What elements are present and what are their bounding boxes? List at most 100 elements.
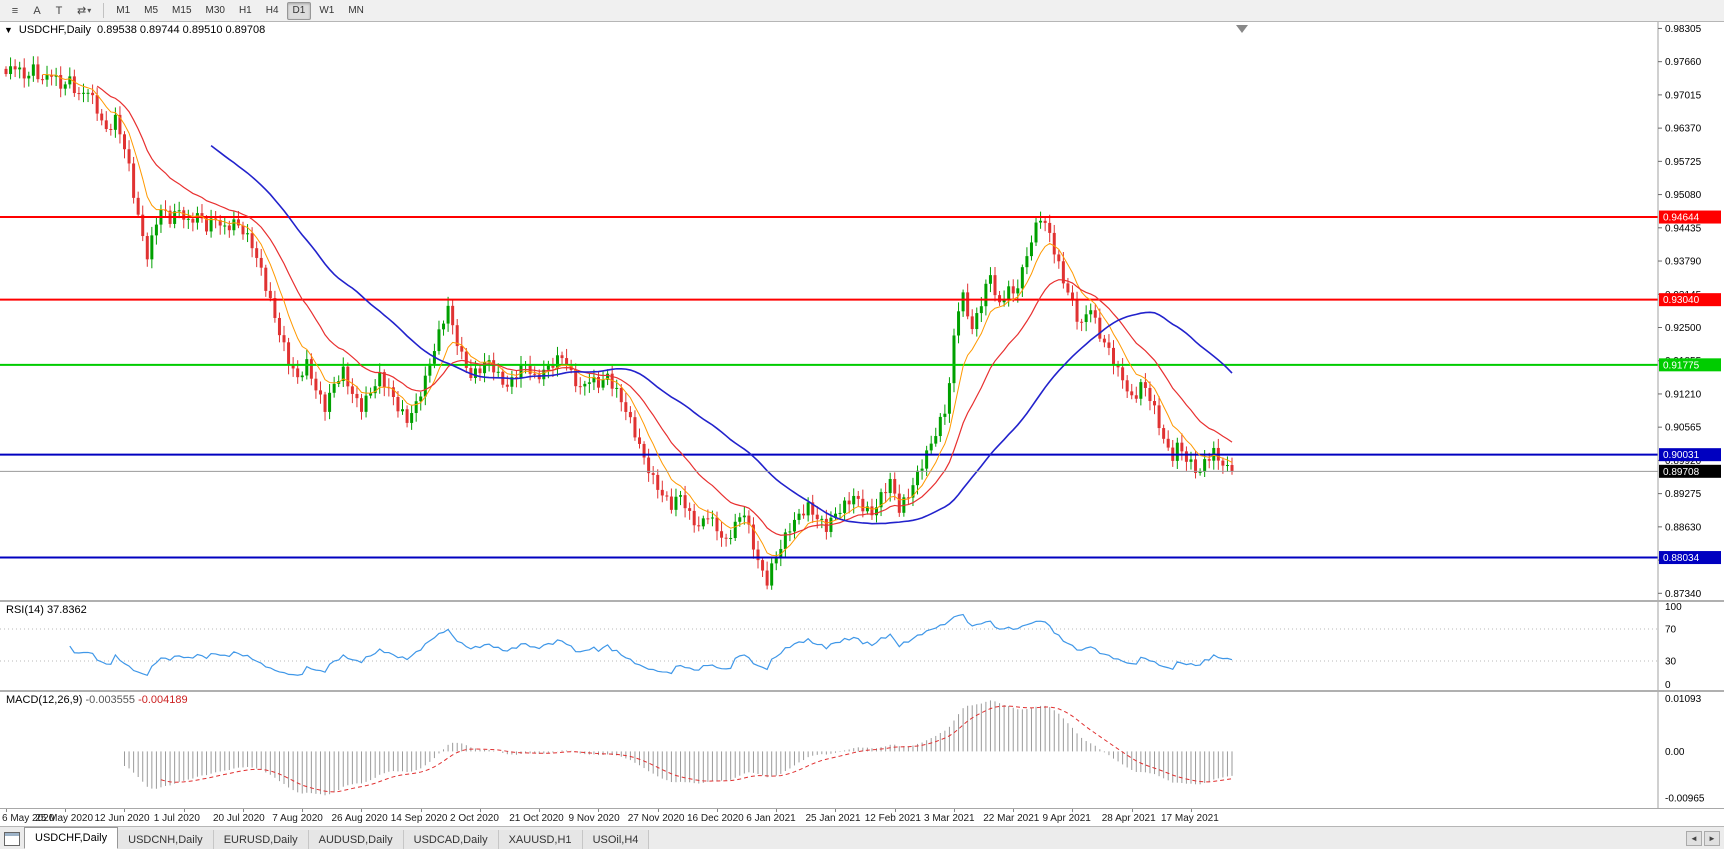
timeframe-w1-button[interactable]: W1 [319, 5, 335, 16]
svg-text:0.88630: 0.88630 [1665, 522, 1702, 533]
rsi-canvas[interactable]: 100 70 30 0 [0, 602, 1724, 690]
svg-text:0.01093: 0.01093 [1665, 694, 1702, 705]
tab-scroll-right-button[interactable]: ► [1704, 831, 1720, 846]
price-chart-pane[interactable]: ▼ USDCHF,Daily 0.89538 0.89744 0.89510 0… [0, 22, 1724, 600]
time-axis-tick [479, 809, 481, 812]
timeframe-d1-button[interactable]: D1 [286, 1, 312, 20]
time-axis-label: 27 Nov 2020 [627, 813, 685, 824]
svg-text:0: 0 [1665, 680, 1671, 690]
time-axis[interactable]: 6 May 2020 25 May 2020 12 Jun 2020 1 Jul 20… [0, 808, 1724, 826]
time-axis-label: 1 Jul 2020 [153, 813, 200, 824]
timeframe-m5-button[interactable]: M5 [144, 5, 159, 16]
macd-name: MACD(12,26,9) [6, 694, 83, 706]
svg-text:0.87340: 0.87340 [1665, 589, 1702, 600]
timeframe-toolbar: M1 M5 M15 M30 H1 H4 D1 W1 MN [109, 1, 371, 20]
svg-text:0.93040: 0.93040 [1663, 295, 1700, 306]
chart-tab-xauusd-h1[interactable]: XAUUSD,H1 [498, 830, 583, 849]
svg-text:0.90565: 0.90565 [1665, 423, 1702, 434]
time-axis-tick [776, 809, 778, 812]
chart-tabs: USDCHF,Daily USDCNH,Daily EURUSD,Daily AUDU… [24, 827, 650, 849]
time-axis-label: 12 Jun 2020 [94, 813, 150, 824]
tab-scroll-left-button[interactable]: ◄ [1686, 831, 1702, 846]
svg-text:0.89275: 0.89275 [1665, 489, 1702, 500]
time-axis-label: 6 May 2020 [2, 813, 55, 824]
time-axis-label: 20 Jul 2020 [212, 813, 265, 824]
svg-text:0.98305: 0.98305 [1665, 24, 1702, 35]
chart-symbol-title: USDCHF,Daily [18, 24, 92, 36]
time-axis-tick [1072, 809, 1074, 812]
toolbar: ≡ A T ⇄ ▾ M1 M5 M15 M30 H1 H4 D1 W1 MN [0, 0, 1724, 22]
time-axis-label: 28 Apr 2021 [1101, 813, 1156, 824]
chart-tab-audusd-daily[interactable]: AUDUSD,Daily [308, 830, 404, 849]
chart-tab-usdchf-daily[interactable]: USDCHF,Daily [24, 827, 119, 849]
timeframe-h4-button[interactable]: H4 [265, 5, 279, 16]
svg-text:0.91775: 0.91775 [1663, 360, 1700, 371]
tab-scroll-controls: ◄ ► [1686, 831, 1724, 849]
svg-text:0.97015: 0.97015 [1665, 90, 1702, 101]
timeframe-m15-button[interactable]: M15 [172, 5, 192, 16]
svg-text:0.92500: 0.92500 [1665, 323, 1702, 334]
time-axis-label: 3 Mar 2021 [923, 813, 975, 824]
chart-tab-eurusd-daily[interactable]: EURUSD,Daily [213, 830, 309, 849]
chart-tab-usdcad-daily[interactable]: USDCAD,Daily [403, 830, 499, 849]
timeframe-mn-button[interactable]: MN [348, 5, 364, 16]
toolbar-icons: ≡ A T ⇄ ▾ [4, 2, 98, 20]
timeframe-h1-button[interactable]: H1 [238, 5, 252, 16]
time-axis-tick [716, 809, 718, 812]
time-axis-tick [6, 809, 7, 812]
macd-main-value: -0.003555 [85, 694, 136, 706]
time-axis-tick [539, 809, 541, 812]
time-axis-tick [65, 809, 67, 812]
svg-text:0.88034: 0.88034 [1663, 553, 1700, 564]
window-icon[interactable] [4, 832, 20, 846]
time-axis-label: 25 Jan 2021 [805, 813, 861, 824]
time-axis-label: 12 Feb 2021 [864, 813, 921, 824]
price-chart-canvas[interactable]: 0.98305 0.97660 0.97015 0.96370 0.95725 0.950… [0, 22, 1724, 600]
timeframe-m1-button[interactable]: M1 [116, 5, 131, 16]
svg-text:100: 100 [1665, 602, 1682, 613]
svg-text:-0.00965: -0.00965 [1665, 793, 1705, 804]
time-axis-tick [894, 809, 896, 812]
rsi-indicator-pane[interactable]: RSI(14) 37.8362 100 70 30 0 [0, 600, 1724, 690]
time-axis-label: 9 Apr 2021 [1042, 813, 1091, 824]
time-axis-label: 21 Oct 2020 [509, 813, 564, 824]
time-axis-tick [835, 809, 837, 812]
time-axis-tick [657, 809, 659, 812]
price-axis[interactable] [1658, 22, 1724, 600]
time-axis-tick [1131, 809, 1133, 812]
svg-text:0.95725: 0.95725 [1665, 157, 1702, 168]
timeframe-m30-button[interactable]: M30 [205, 5, 225, 16]
time-axis-tick [124, 809, 126, 812]
chart-tab-usdcnh-daily[interactable]: USDCNH,Daily [118, 830, 214, 849]
time-axis-tick [242, 809, 244, 812]
time-axis-label: 25 May 2020 [35, 813, 94, 824]
chart-ohlc-values: 0.89538 0.89744 0.89510 0.89708 [97, 24, 266, 36]
svg-text:0.89708: 0.89708 [1663, 467, 1700, 478]
toolbar-separator [103, 3, 105, 18]
cursor-tool-icon[interactable]: A [33, 4, 41, 17]
svg-text:0.97660: 0.97660 [1665, 57, 1702, 68]
dropdown-caret-icon[interactable]: ▾ [87, 6, 92, 15]
svg-text:0.94644: 0.94644 [1663, 213, 1700, 224]
macd-label: MACD(12,26,9) -0.003555 -0.004189 [6, 694, 188, 706]
time-axis-label: 22 Mar 2021 [983, 813, 1040, 824]
macd-canvas[interactable]: 0.01093 0.00 -0.00965 [0, 692, 1724, 808]
chart-bars-icon[interactable]: ≡ [11, 4, 19, 17]
svg-text:30: 30 [1665, 657, 1677, 668]
time-axis-tick [420, 809, 422, 812]
time-axis-tick [183, 809, 185, 812]
svg-text:0.90031: 0.90031 [1663, 450, 1700, 461]
svg-text:70: 70 [1665, 625, 1677, 636]
svg-text:0.89920: 0.89920 [1665, 456, 1702, 467]
time-axis-label: 17 May 2021 [1160, 813, 1219, 824]
time-axis-tick [361, 809, 363, 812]
svg-text:0.91210: 0.91210 [1665, 389, 1702, 400]
text-tool-icon[interactable]: T [55, 4, 63, 17]
one-click-trading-icon[interactable]: ▼ [4, 25, 13, 35]
macd-indicator-pane[interactable]: MACD(12,26,9) -0.003555 -0.004189 0.0109… [0, 690, 1724, 808]
chart-title: ▼ USDCHF,Daily 0.89538 0.89744 0.89510 0… [4, 24, 265, 36]
rsi-label: RSI(14) 37.8362 [6, 604, 87, 616]
time-axis-tick [302, 809, 304, 812]
chart-tab-usoil-h4[interactable]: USOil,H4 [582, 830, 650, 849]
templates-icon[interactable]: ⇄ ▾ [77, 5, 92, 17]
